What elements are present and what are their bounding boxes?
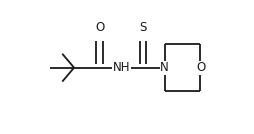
Text: NH: NH bbox=[113, 61, 130, 74]
Text: N: N bbox=[160, 61, 169, 74]
Text: O: O bbox=[95, 21, 104, 34]
Text: S: S bbox=[139, 21, 147, 34]
Text: O: O bbox=[196, 61, 206, 74]
